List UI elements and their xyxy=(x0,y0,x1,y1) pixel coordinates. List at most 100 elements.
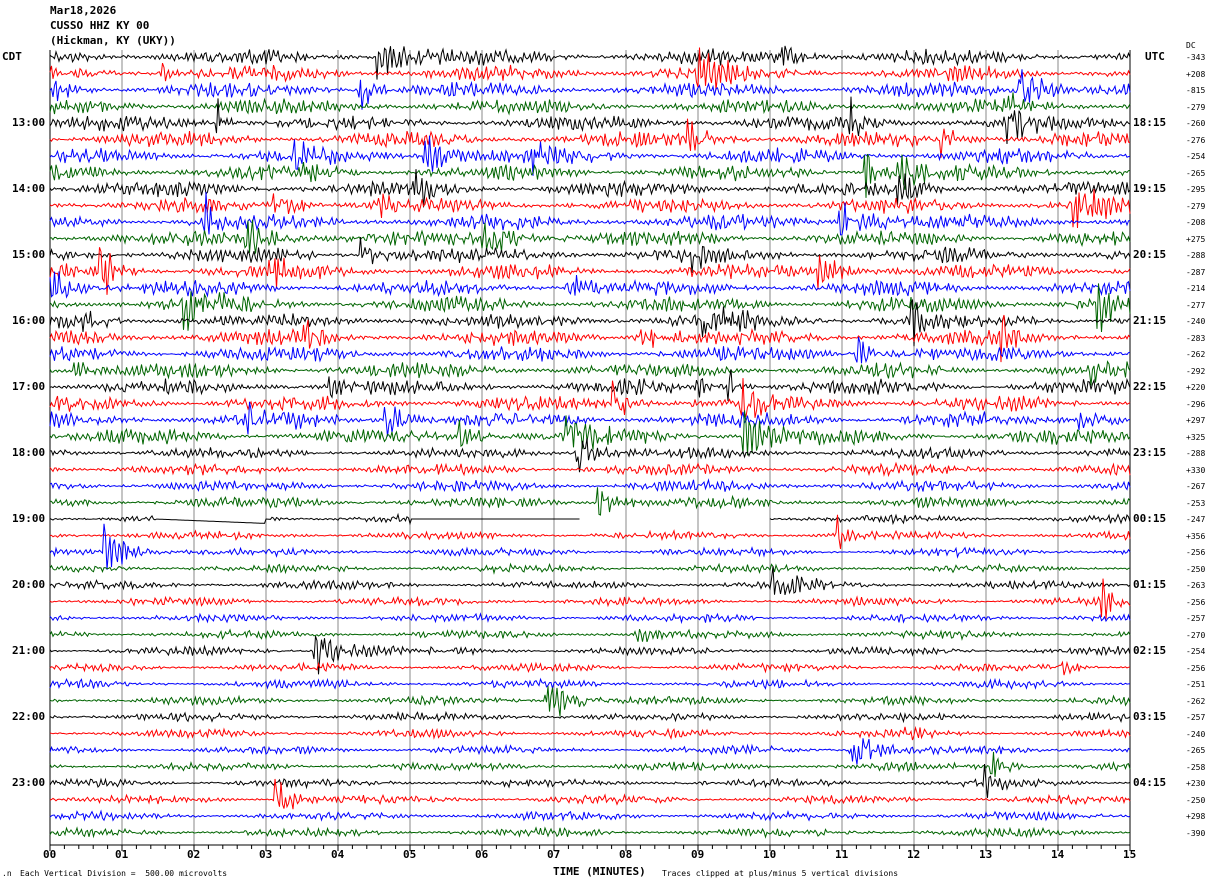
trace-row-23 xyxy=(49,410,1131,456)
x-tick-label: 09 xyxy=(691,848,705,861)
trace-row-44 xyxy=(49,763,1131,798)
dc-offset-label: +298 xyxy=(1186,812,1206,821)
dc-offset-label: -240 xyxy=(1186,317,1206,326)
dc-offset-label: -343 xyxy=(1186,53,1206,62)
x-tick-label: 04 xyxy=(331,848,345,861)
header-location: (Hickman, KY (UKY)) xyxy=(50,34,176,47)
dc-offset-label: -254 xyxy=(1186,647,1206,656)
left-time-label: 20:00 xyxy=(12,578,46,591)
dc-offset-label: -296 xyxy=(1186,399,1206,409)
dc-offset-label: -256 xyxy=(1186,663,1206,673)
utc-label: UTC xyxy=(1145,50,1165,63)
dc-offset-label: -279 xyxy=(1186,102,1206,112)
dc-offset-label: -253 xyxy=(1186,498,1206,508)
dc-offset-label: +220 xyxy=(1186,383,1206,392)
left-time-label: 19:00 xyxy=(12,512,46,525)
dc-offset-label: +356 xyxy=(1186,531,1206,541)
trace-row-42 xyxy=(49,738,1131,765)
dc-offset-label: -265 xyxy=(1186,168,1206,178)
dc-offset-label: -208 xyxy=(1186,218,1206,227)
dc-offset-label: -214 xyxy=(1186,284,1206,293)
dc-offset-label: -251 xyxy=(1186,680,1206,689)
x-tick-label: 10 xyxy=(763,848,777,861)
x-tick-label: 15 xyxy=(1123,848,1137,861)
x-tick-label: 00 xyxy=(43,848,57,861)
dc-offset-label: -288 xyxy=(1186,449,1206,458)
dc-offset-label: +330 xyxy=(1186,465,1206,475)
trace-row-21 xyxy=(49,378,1131,418)
trace-row-5 xyxy=(49,118,1131,158)
trace-row-24 xyxy=(50,438,1131,473)
x-tick-label: 03 xyxy=(259,848,273,861)
right-time-label: 03:15 xyxy=(1133,710,1167,723)
trace-row-37 xyxy=(49,660,1131,676)
trace-row-15 xyxy=(49,283,1131,333)
trace-row-45 xyxy=(49,778,1131,810)
dc-offset-label: -262 xyxy=(1186,696,1206,706)
left-time-label: 16:00 xyxy=(12,314,46,327)
trace-row-26 xyxy=(49,478,1131,493)
left-time-label: 17:00 xyxy=(12,380,46,393)
x-axis-label: TIME (MINUTES) xyxy=(553,865,646,878)
x-tick-label: 01 xyxy=(115,848,129,861)
trace-row-10 xyxy=(49,191,1131,236)
dc-offset-label: -390 xyxy=(1186,828,1206,838)
left-time-label: 23:00 xyxy=(12,776,46,789)
right-time-label: 20:15 xyxy=(1133,248,1167,261)
trace-row-36 xyxy=(49,635,1131,675)
scale-mark-icon: .n xyxy=(2,869,12,878)
x-tick-label: 12 xyxy=(907,848,921,861)
dc-offset-label: -258 xyxy=(1186,762,1206,772)
trace-row-39 xyxy=(49,686,1131,717)
trace-row-38 xyxy=(49,677,1131,691)
trace-row-13 xyxy=(49,247,1131,295)
trace-row-25 xyxy=(49,461,1131,478)
right-time-label: 18:15 xyxy=(1133,116,1167,129)
dc-offset-label: -279 xyxy=(1186,201,1206,211)
trace-row-8 xyxy=(49,169,1131,208)
right-time-label: 04:15 xyxy=(1133,776,1167,789)
trace-row-17 xyxy=(49,314,1131,363)
dc-offset-label: +325 xyxy=(1186,432,1206,442)
trace-row-27 xyxy=(49,487,1131,516)
trace-row-34 xyxy=(49,612,1131,625)
trace-row-0 xyxy=(49,45,1131,80)
right-time-label: 19:15 xyxy=(1133,182,1167,195)
right-time-label: 01:15 xyxy=(1133,578,1167,591)
right-time-label: 22:15 xyxy=(1133,380,1167,393)
right-time-label: 02:15 xyxy=(1133,644,1167,657)
dc-offset-label: +208 xyxy=(1186,69,1206,79)
x-tick-label: 02 xyxy=(187,848,201,861)
dc-offset-label: -287 xyxy=(1186,267,1206,277)
trace-row-11 xyxy=(49,219,1131,254)
trace-row-20 xyxy=(49,369,1131,401)
dc-offset-label: -250 xyxy=(1186,795,1206,805)
dc-offset-label: -260 xyxy=(1186,119,1206,128)
right-time-label: 00:15 xyxy=(1133,512,1167,525)
dc-offset-label: -276 xyxy=(1186,135,1206,145)
header-station: CUSSO HHZ KY 00 xyxy=(50,19,150,32)
dc-offset-label: -247 xyxy=(1186,515,1206,524)
clip-note: Traces clipped at plus/minus 5 vertical … xyxy=(662,869,899,878)
trace-row-22 xyxy=(49,401,1131,437)
trace-row-40 xyxy=(49,710,1131,724)
dc-offset-label: -256 xyxy=(1186,548,1206,557)
dc-offset-label: -250 xyxy=(1186,564,1206,574)
dc-offset-label: -815 xyxy=(1186,86,1206,95)
trace-row-19 xyxy=(49,360,1131,386)
left-time-label: 13:00 xyxy=(12,116,46,129)
trace-row-29 xyxy=(49,514,1131,549)
dc-offset-label: -283 xyxy=(1186,333,1206,343)
dc-offset-label: -263 xyxy=(1186,581,1206,590)
dc-offset-label: +230 xyxy=(1186,779,1206,788)
trace-row-16 xyxy=(49,298,1131,347)
trace-row-12 xyxy=(49,237,1131,273)
dc-offset-label: -262 xyxy=(1186,350,1206,359)
dc-offset-label: -265 xyxy=(1186,746,1206,755)
trace-row-41 xyxy=(49,725,1131,741)
dc-offset-label: -257 xyxy=(1186,713,1206,722)
dc-offset-label: +275 xyxy=(1186,234,1206,244)
dc-offset-label: -292 xyxy=(1186,366,1206,376)
dc-offset-label: -270 xyxy=(1186,630,1206,640)
